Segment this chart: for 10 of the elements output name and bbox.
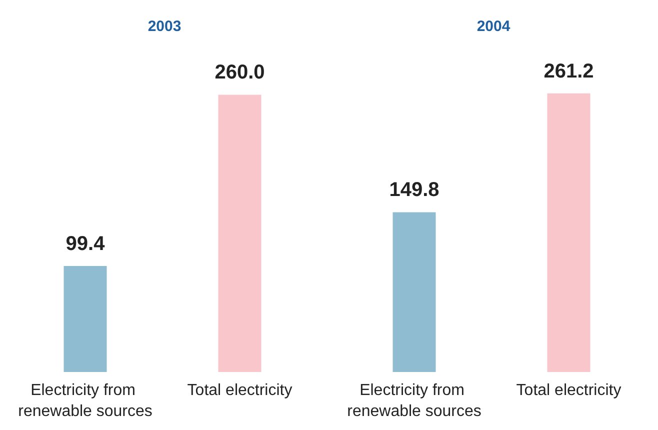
data-label: 149.8 xyxy=(389,179,440,202)
data-label: 260.0 xyxy=(214,62,265,84)
x-tick-label: Total electricity xyxy=(516,382,622,399)
data-label: 99.4 xyxy=(66,232,106,255)
x-tick-label: Total electricity xyxy=(187,382,292,399)
chart-title: 2004 xyxy=(476,18,511,35)
chart-title: 2003 xyxy=(148,18,182,35)
data-label: 261.2 xyxy=(544,60,594,82)
x-tick-label: Electricity from renewable sources xyxy=(18,382,152,420)
x-tick-label: Electricity from renewable sources xyxy=(347,382,482,420)
